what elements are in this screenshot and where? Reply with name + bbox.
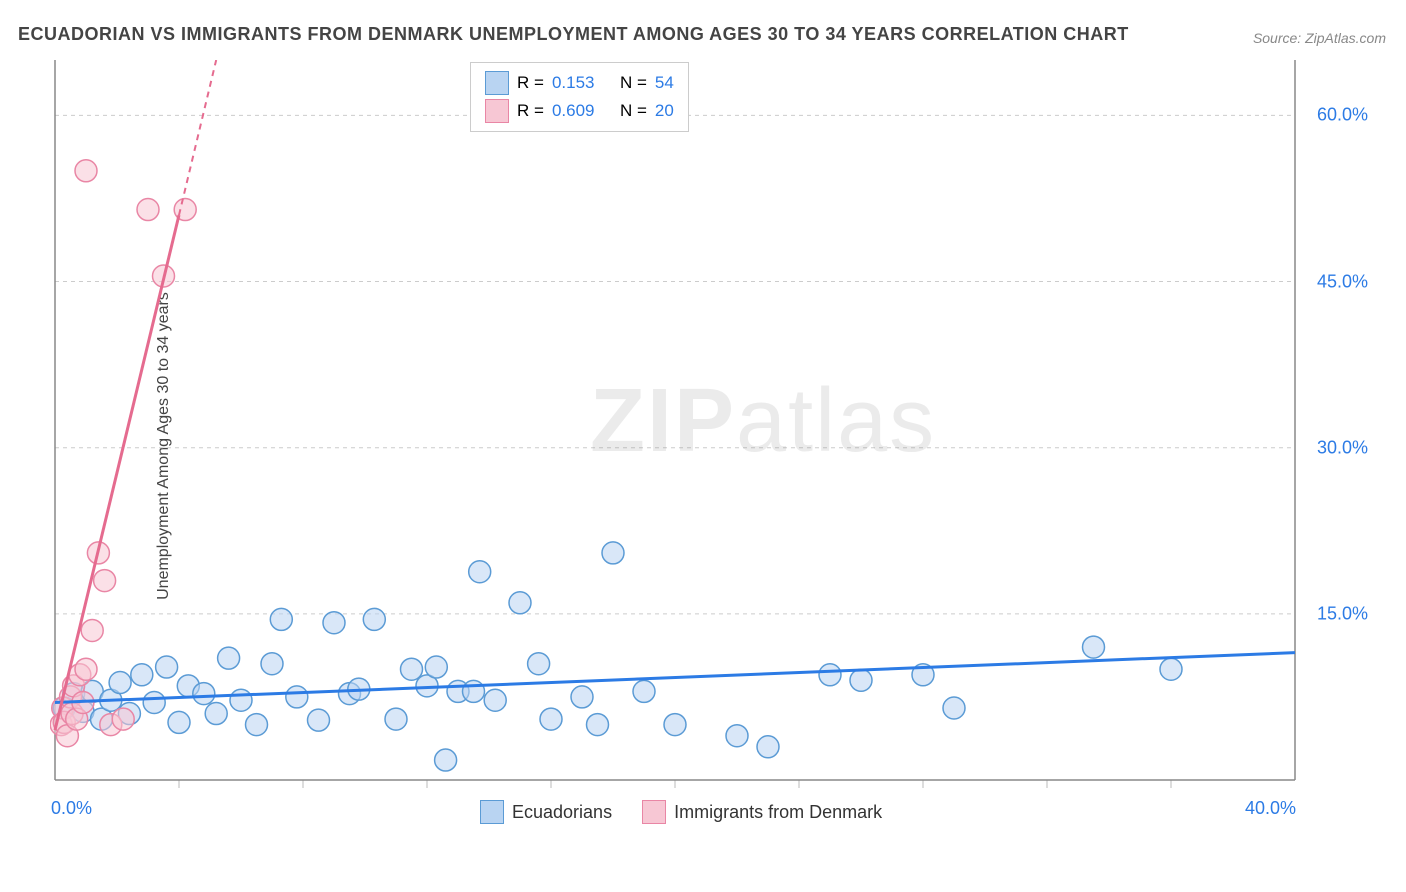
stats-row-ecuadorians: R = 0.153 N = 54	[485, 69, 674, 97]
y-tick-label: 60.0%	[1317, 105, 1368, 126]
r-value-1: 0.609	[552, 101, 612, 121]
plot-area: ZIPatlas R = 0.153 N = 54 R = 0.609 N = …	[50, 60, 1380, 820]
legend-swatch-ecuadorians	[480, 800, 504, 824]
x-tick-label: 0.0%	[51, 798, 92, 819]
legend-item-ecuadorians: Ecuadorians	[480, 800, 612, 824]
y-tick-label: 45.0%	[1317, 271, 1368, 292]
scatter-chart	[50, 60, 1380, 820]
legend-label-ecuadorians: Ecuadorians	[512, 802, 612, 823]
n-label-1: N =	[620, 101, 647, 121]
y-tick-label: 30.0%	[1317, 437, 1368, 458]
legend-swatch-denmark	[642, 800, 666, 824]
legend-item-denmark: Immigrants from Denmark	[642, 800, 882, 824]
x-tick-label: 40.0%	[1245, 798, 1296, 819]
legend-label-denmark: Immigrants from Denmark	[674, 802, 882, 823]
swatch-ecuadorians	[485, 71, 509, 95]
source-label: Source: ZipAtlas.com	[1253, 30, 1386, 46]
legend: Ecuadorians Immigrants from Denmark	[480, 800, 882, 824]
chart-title: ECUADORIAN VS IMMIGRANTS FROM DENMARK UN…	[18, 24, 1129, 45]
stats-row-denmark: R = 0.609 N = 20	[485, 97, 674, 125]
r-label-1: R =	[517, 101, 544, 121]
n-value-1: 20	[655, 101, 674, 121]
y-tick-label: 15.0%	[1317, 603, 1368, 624]
n-value-0: 54	[655, 73, 674, 93]
swatch-denmark	[485, 99, 509, 123]
r-label-0: R =	[517, 73, 544, 93]
n-label-0: N =	[620, 73, 647, 93]
chart-container: ECUADORIAN VS IMMIGRANTS FROM DENMARK UN…	[0, 0, 1406, 892]
r-value-0: 0.153	[552, 73, 612, 93]
stats-box: R = 0.153 N = 54 R = 0.609 N = 20	[470, 62, 689, 132]
